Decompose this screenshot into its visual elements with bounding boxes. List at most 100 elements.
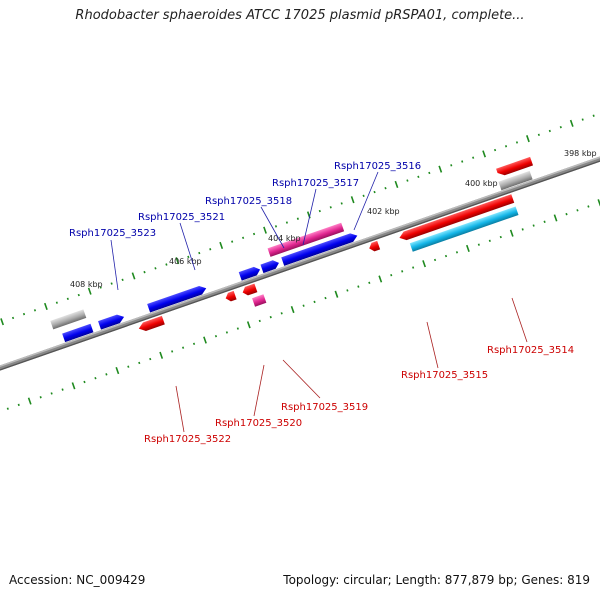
gene-label[interactable]: Rsph17025_3520 <box>215 418 302 429</box>
backbone <box>0 142 600 384</box>
minor-tick <box>406 179 409 182</box>
minor-tick <box>127 365 130 368</box>
minor-tick <box>209 248 212 251</box>
minor-tick <box>171 350 174 353</box>
gene-label[interactable]: Rsph17025_3519 <box>281 402 368 413</box>
accession-text: Accession: NC_009429 <box>9 573 146 587</box>
forward-gene-labels: Rsph17025_3523 Rsph17025_3521 Rsph17025_… <box>69 161 421 291</box>
minor-tick <box>83 380 86 384</box>
minor-tick <box>417 175 420 178</box>
tick-label: 398 kbp <box>564 149 597 158</box>
gene-feature[interactable] <box>260 259 280 274</box>
gene-feature[interactable] <box>137 315 165 333</box>
minor-tick <box>576 209 579 212</box>
major-tick <box>378 275 383 283</box>
major-tick <box>597 199 600 207</box>
scale-ring-outer <box>0 114 595 326</box>
reverse-strand-genes <box>137 194 519 333</box>
minor-tick <box>252 232 256 236</box>
gene-feature[interactable] <box>252 294 267 307</box>
gene-label[interactable]: Rsph17025_3517 <box>272 178 359 189</box>
minor-tick <box>504 145 508 148</box>
minor-tick <box>61 388 64 391</box>
minor-tick <box>214 335 218 338</box>
minor-tick <box>373 190 376 194</box>
minor-tick <box>236 327 239 330</box>
minor-tick <box>499 235 502 239</box>
minor-tick <box>362 194 365 198</box>
major-tick <box>290 305 295 314</box>
minor-tick <box>302 304 305 307</box>
minor-tick <box>149 357 152 361</box>
minor-tick <box>121 278 124 281</box>
major-tick <box>509 229 514 237</box>
minor-tick <box>66 297 69 301</box>
map-title: Rhodobacter sphaeroides ATCC 17025 plasm… <box>75 8 525 23</box>
reverse-gene-labels: Rsph17025_3522 Rsph17025_3520 Rsph17025_… <box>144 297 574 445</box>
gene-label[interactable]: Rsph17025_3516 <box>334 161 421 172</box>
minor-tick <box>274 225 278 228</box>
gene-feature[interactable] <box>368 240 381 253</box>
gene-label[interactable]: Rsph17025_3515 <box>401 370 488 381</box>
gene-feature[interactable] <box>241 283 258 297</box>
minor-tick <box>269 315 272 319</box>
minor-tick <box>581 118 584 121</box>
minor-tick <box>138 361 141 365</box>
minor-tick <box>313 300 316 304</box>
gene-feature[interactable] <box>498 170 533 191</box>
major-tick <box>71 382 76 390</box>
gene-feature[interactable] <box>398 194 515 242</box>
gene-feature[interactable] <box>224 290 237 303</box>
minor-tick <box>587 205 590 208</box>
major-tick <box>569 119 574 127</box>
major-tick <box>438 165 443 173</box>
gene-feature[interactable] <box>496 156 534 177</box>
gene-feature[interactable] <box>62 323 94 343</box>
minor-tick <box>444 254 448 258</box>
gene-feature[interactable] <box>50 309 87 330</box>
minor-tick <box>493 148 497 152</box>
minor-tick <box>488 239 491 243</box>
gene-label[interactable]: Rsph17025_3521 <box>138 212 225 223</box>
minor-tick <box>428 171 431 175</box>
gene-label[interactable]: Rsph17025_3518 <box>205 196 292 207</box>
minor-tick <box>532 224 535 227</box>
gene-feature[interactable] <box>238 265 262 281</box>
gene-label[interactable]: Rsph17025_3514 <box>487 345 574 356</box>
minor-tick <box>77 293 80 297</box>
minor-tick <box>433 258 437 262</box>
major-tick <box>526 135 530 143</box>
minor-tick <box>198 251 201 255</box>
tick-label: 408 kbp <box>70 280 103 289</box>
gene-feature[interactable] <box>281 231 359 266</box>
minor-tick <box>258 319 261 323</box>
minor-tick <box>110 282 113 285</box>
minor-tick <box>225 331 228 334</box>
major-tick <box>219 241 224 250</box>
gene-feature[interactable] <box>409 206 519 252</box>
minor-tick <box>55 301 58 304</box>
minor-tick <box>99 286 102 289</box>
gene-feature[interactable] <box>147 284 208 313</box>
minor-tick <box>450 164 453 167</box>
minor-tick <box>390 273 393 277</box>
minor-tick <box>324 296 327 300</box>
minor-tick <box>231 240 234 243</box>
minor-tick <box>6 407 9 410</box>
major-tick <box>334 290 339 298</box>
minor-tick <box>165 263 168 266</box>
major-tick <box>115 366 120 375</box>
minor-tick <box>401 270 404 273</box>
minor-tick <box>182 346 185 349</box>
major-tick <box>175 257 180 265</box>
minor-tick <box>537 133 540 137</box>
major-tick <box>466 244 470 253</box>
minor-tick <box>33 309 37 312</box>
minor-tick <box>461 160 464 163</box>
gene-feature[interactable] <box>267 222 345 257</box>
gene-feature[interactable] <box>98 313 126 330</box>
gene-label[interactable]: Rsph17025_3523 <box>69 228 156 239</box>
minor-tick <box>242 236 245 240</box>
gene-label[interactable]: Rsph17025_3522 <box>144 434 231 445</box>
